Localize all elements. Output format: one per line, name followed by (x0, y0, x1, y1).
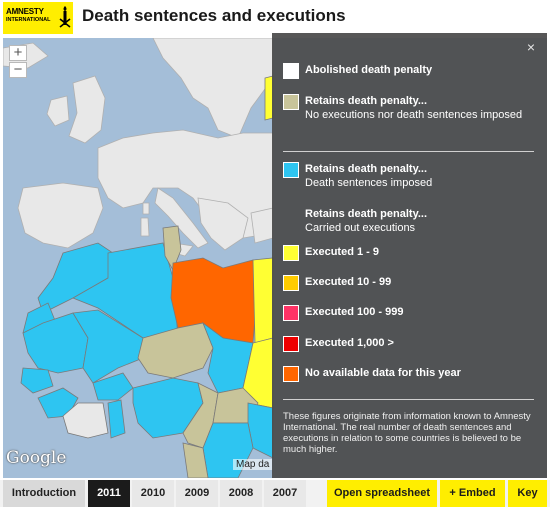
close-icon[interactable]: × (526, 39, 535, 55)
region-iberia (17, 182, 104, 249)
region-italy (154, 187, 209, 249)
legend-sublabel: Death sentences imposed (305, 177, 433, 189)
legend-divider (283, 151, 534, 152)
tab-year-2007[interactable]: 2007 (264, 480, 306, 507)
legend-swatch (283, 336, 299, 352)
legend-label: Executed 1 - 9 (305, 246, 379, 258)
region-turkey (250, 207, 274, 244)
key-button[interactable]: Key (508, 480, 547, 507)
legend-label: Retains death penalty... (305, 163, 428, 175)
open-spreadsheet-button[interactable]: Open spreadsheet (327, 480, 437, 507)
region-ghana (107, 399, 126, 439)
region-gabon (182, 442, 209, 478)
logo-text: AMNESTY INTERNATIONAL (6, 7, 51, 24)
candle-icon (59, 6, 71, 28)
legend-swatch (283, 162, 299, 178)
logo-line2: INTERNATIONAL (6, 17, 51, 23)
embed-button[interactable]: + Embed (440, 480, 505, 507)
legend-swatch (283, 94, 299, 110)
legend-note: These figures originate from information… (283, 411, 531, 455)
legend-label: Abolished death penalty (305, 64, 433, 76)
region-balkans (197, 197, 249, 251)
legend-label: No available data for this year (305, 367, 461, 379)
zoom-out-button[interactable]: − (9, 62, 27, 78)
legend-divider (283, 399, 534, 400)
region-coast (62, 402, 109, 439)
zoom-in-button[interactable]: + (9, 45, 27, 61)
region-uk (68, 75, 106, 144)
google-logo[interactable]: Google (6, 448, 67, 468)
page-title: Death sentences and executions (82, 6, 346, 25)
legend-label: Retains death penalty... (305, 208, 428, 220)
legend-swatch (283, 245, 299, 261)
region-corsica (142, 202, 150, 215)
region-niger (137, 322, 214, 379)
region-egypt (252, 257, 274, 344)
region-scandinavia (152, 38, 274, 139)
region-south-sudan (247, 402, 274, 459)
legend-label: Executed 10 - 99 (305, 276, 392, 288)
map-canvas[interactable] (3, 38, 547, 478)
region-sardinia (140, 217, 150, 237)
tab-introduction[interactable]: Introduction (3, 480, 85, 507)
region-senegal (20, 367, 54, 394)
footer-bar: Introduction 2011 2010 2009 2008 2007 Op… (0, 480, 550, 507)
tab-year-2011[interactable]: 2011 (88, 480, 130, 507)
legend-label: Retains death penalty... (305, 95, 428, 107)
legend-swatch (283, 63, 299, 79)
legend-label: Executed 1,000 > (305, 337, 394, 349)
region-burkina (92, 372, 134, 401)
legend-label: Executed 100 - 999 (305, 306, 404, 318)
legend-sublabel: Carried out executions (305, 222, 416, 234)
app-header: AMNESTY INTERNATIONAL Death sentences an… (0, 0, 550, 36)
legend-swatch (283, 366, 299, 382)
legend-sublabel: No executions nor death sentences impose… (305, 109, 523, 121)
legend-panel: × Abolished death penalty Retains death … (272, 33, 547, 478)
legend-swatch (283, 275, 299, 291)
logo-line1: AMNESTY (6, 7, 44, 16)
region-ireland (46, 95, 70, 127)
tab-year-2009[interactable]: 2009 (176, 480, 218, 507)
map-data-attribution[interactable]: Map da (233, 459, 273, 470)
legend-swatch (283, 305, 299, 321)
amnesty-logo[interactable]: AMNESTY INTERNATIONAL (3, 2, 73, 34)
region-mali (72, 309, 144, 384)
tab-year-2008[interactable]: 2008 (220, 480, 262, 507)
region-tunisia (162, 225, 182, 271)
tab-year-2010[interactable]: 2010 (132, 480, 174, 507)
